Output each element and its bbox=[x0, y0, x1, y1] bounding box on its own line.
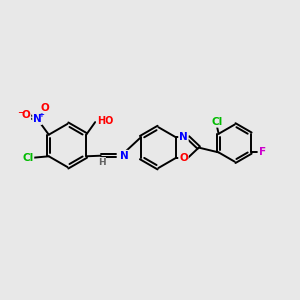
Text: Cl: Cl bbox=[212, 117, 223, 127]
Text: F: F bbox=[259, 147, 266, 158]
Text: +: + bbox=[39, 112, 44, 118]
Text: −: − bbox=[17, 108, 24, 117]
Text: N: N bbox=[33, 114, 42, 124]
Text: N: N bbox=[179, 132, 188, 142]
Text: O: O bbox=[179, 153, 188, 163]
Text: O: O bbox=[22, 110, 30, 121]
Text: O: O bbox=[40, 103, 49, 113]
Text: HO: HO bbox=[97, 116, 113, 126]
Text: Cl: Cl bbox=[22, 153, 33, 163]
Text: H: H bbox=[98, 158, 105, 167]
Text: N: N bbox=[119, 151, 128, 161]
